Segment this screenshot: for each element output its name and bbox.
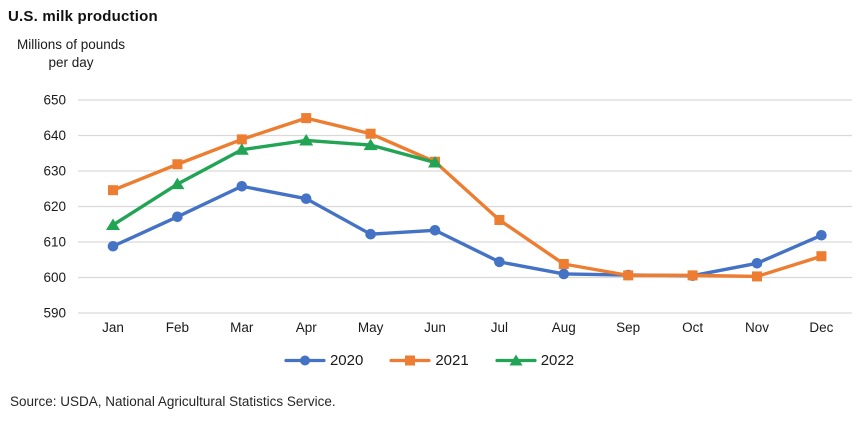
data-point-2020-May	[365, 228, 376, 240]
y-tick-label-620: 620	[43, 199, 66, 214]
x-tick-label-Jul: Jul	[491, 320, 508, 335]
y-tick-label-600: 600	[43, 270, 66, 285]
x-tick-label-Mar: Mar	[230, 320, 254, 335]
gridlines	[78, 99, 852, 314]
chart-title: U.S. milk production	[8, 8, 158, 25]
x-tick-label-May: May	[358, 320, 384, 335]
data-point-2020-Mar	[236, 180, 248, 192]
legend-marker-square-icon	[389, 355, 431, 366]
data-point-2020-Aug	[558, 268, 570, 280]
data-point-2020-Jan	[107, 240, 119, 252]
legend-label-2020: 2020	[329, 352, 364, 369]
x-tick-label-Jun: Jun	[424, 320, 446, 335]
data-point-2020-Dec	[816, 229, 827, 241]
data-point-2021-Feb	[172, 159, 183, 170]
x-tick-label-Dec: Dec	[809, 320, 833, 335]
data-point-2021-Apr	[301, 113, 312, 124]
data-point-2021-Mar	[236, 134, 247, 145]
legend-label-2022: 2022	[540, 352, 575, 369]
data-point-2020-Feb	[172, 211, 183, 223]
y-axis-unit-line1: Millions of pounds	[16, 37, 126, 52]
data-point-2022-Jun	[428, 155, 442, 168]
data-point-2021-Oct	[687, 270, 698, 281]
data-point-2021-Jul	[494, 214, 505, 225]
data-point-2020-Jul	[494, 256, 505, 268]
data-point-2020-Apr	[300, 193, 312, 204]
series-line-2021	[111, 116, 824, 279]
x-tick-label-Oct: Oct	[682, 320, 703, 335]
series-2022	[106, 133, 442, 230]
y-axis-unit-line2: per day	[48, 55, 94, 70]
legend-item-2021: 2021	[389, 352, 469, 369]
x-tick-label-Jan: Jan	[102, 320, 124, 335]
x-tick-label-Apr: Apr	[296, 320, 318, 335]
y-tick-label-650: 650	[43, 93, 66, 108]
data-point-2022-May	[363, 138, 378, 151]
y-tick-label-590: 590	[43, 306, 66, 321]
legend-item-2020: 2020	[284, 352, 363, 369]
data-point-2022-Apr	[299, 133, 314, 146]
series-line-2020	[111, 184, 824, 278]
series-2020	[107, 180, 827, 282]
legend-item-2022: 2022	[495, 352, 574, 369]
data-point-2021-Sep	[623, 270, 634, 281]
y-tick-label-630: 630	[43, 164, 66, 179]
y-axis-unit-label: Millions of pounds per day	[6, 36, 136, 72]
y-tick-label-640: 640	[43, 128, 66, 143]
chart-legend: 2020 2021 2022	[0, 352, 858, 369]
x-tick-label-Feb: Feb	[166, 320, 189, 335]
x-tick-label-Sep: Sep	[616, 320, 640, 335]
data-point-2021-Aug	[558, 259, 569, 270]
y-axis-tick-labels: 590 600 610 620 630 640 650	[43, 93, 66, 321]
data-point-2020-Nov	[751, 258, 763, 269]
data-point-2022-Jan	[106, 218, 120, 230]
x-axis-tick-labels: Jan Feb Mar Apr May Jun Jul Aug Sep Oct Nov Dec	[102, 320, 834, 335]
x-tick-label-Nov: Nov	[745, 320, 769, 335]
legend-label-2021: 2021	[435, 352, 469, 369]
data-point-2021-Nov	[752, 271, 762, 282]
data-point-2020-Jun	[429, 224, 441, 236]
legend-marker-triangle-icon	[495, 354, 537, 366]
x-tick-label-Aug: Aug	[552, 320, 576, 335]
data-point-2021-May	[365, 128, 376, 139]
data-point-2022-Feb	[170, 177, 185, 190]
series-line-2022	[111, 138, 437, 227]
data-point-2021-Jan	[108, 185, 118, 196]
source-note: Source: USDA, National Agricultural Stat…	[10, 394, 336, 409]
data-point-2021-Dec	[816, 251, 827, 262]
y-tick-label-610: 610	[43, 235, 66, 250]
legend-marker-circle-icon	[284, 355, 326, 366]
data-point-2022-Mar	[234, 143, 249, 155]
